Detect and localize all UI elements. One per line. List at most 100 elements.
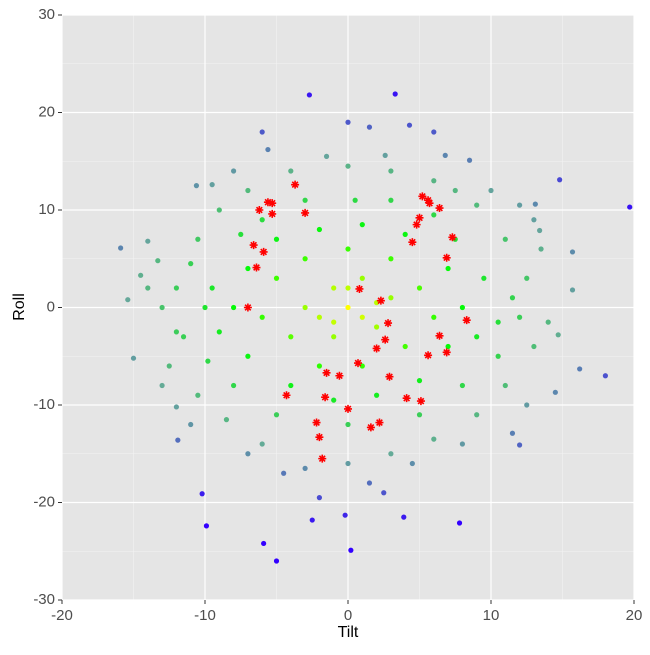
point <box>466 157 473 163</box>
point <box>602 373 609 379</box>
point <box>231 168 237 174</box>
point <box>552 389 558 395</box>
point <box>388 256 394 262</box>
point <box>545 319 551 325</box>
point <box>273 236 280 242</box>
x-tick-label: -10 <box>194 607 216 624</box>
point <box>537 227 543 234</box>
star-point <box>318 454 327 463</box>
point <box>392 91 398 97</box>
star-point <box>268 209 277 218</box>
point <box>130 355 137 361</box>
star-point <box>366 423 375 432</box>
star-point <box>312 418 321 427</box>
x-tick-label: -20 <box>51 607 73 624</box>
star-point <box>418 192 427 201</box>
point <box>359 222 365 228</box>
point <box>517 442 523 448</box>
point <box>359 314 365 320</box>
point <box>431 212 437 218</box>
point <box>348 547 354 553</box>
point <box>517 202 523 208</box>
point <box>288 382 294 389</box>
point <box>538 246 544 252</box>
point <box>388 168 394 174</box>
point <box>382 152 388 158</box>
star-point <box>259 247 268 256</box>
point <box>495 353 501 359</box>
point <box>302 197 308 203</box>
point <box>381 490 387 496</box>
y-tick-label: 0 <box>47 298 55 315</box>
point <box>416 285 423 291</box>
star-point <box>321 393 330 402</box>
point <box>409 460 415 467</box>
point <box>245 353 251 359</box>
point <box>118 245 124 251</box>
star-point <box>354 359 363 368</box>
point <box>331 285 337 291</box>
point <box>345 304 351 311</box>
star-point <box>268 199 277 208</box>
point <box>205 358 211 364</box>
star-point <box>385 372 394 381</box>
point <box>459 304 465 311</box>
star-point <box>252 263 261 272</box>
point <box>345 285 351 291</box>
y-tick-label: -30 <box>33 591 55 608</box>
point <box>173 329 179 335</box>
point <box>173 285 179 291</box>
star-point <box>322 368 331 377</box>
star-point <box>435 331 444 340</box>
point <box>138 272 144 278</box>
point <box>555 332 561 338</box>
point <box>323 153 330 159</box>
point <box>188 261 194 267</box>
point <box>259 217 265 223</box>
point <box>569 287 576 293</box>
point <box>302 465 308 471</box>
point <box>459 382 465 389</box>
point <box>259 314 265 320</box>
point <box>345 421 351 428</box>
point <box>273 412 280 418</box>
star-point <box>315 433 324 442</box>
star-point <box>425 199 434 208</box>
point <box>431 129 437 135</box>
star-point <box>435 204 444 213</box>
point <box>173 404 179 410</box>
point <box>431 314 437 320</box>
star-point <box>243 303 252 312</box>
point <box>459 441 465 447</box>
point <box>388 295 394 301</box>
star-point <box>301 208 310 217</box>
point <box>416 378 423 384</box>
star-point <box>424 196 433 205</box>
y-tick-label: 10 <box>38 201 55 218</box>
point <box>402 343 408 350</box>
point <box>474 334 480 340</box>
star-point <box>376 296 385 305</box>
star-point <box>415 213 424 222</box>
point <box>245 265 251 272</box>
point <box>345 119 351 125</box>
point <box>155 258 161 264</box>
point <box>231 304 237 311</box>
star-point <box>355 284 364 293</box>
point <box>374 324 380 330</box>
point <box>366 480 373 486</box>
point <box>366 124 373 130</box>
point <box>345 460 351 467</box>
point <box>231 382 237 389</box>
point <box>193 183 200 189</box>
point <box>532 201 538 207</box>
point <box>145 285 151 291</box>
point <box>302 256 308 262</box>
star-point <box>255 206 264 214</box>
point <box>166 363 172 369</box>
point <box>531 343 537 350</box>
point <box>342 512 348 518</box>
star-point <box>462 316 471 325</box>
point <box>209 285 215 291</box>
point <box>331 397 337 403</box>
